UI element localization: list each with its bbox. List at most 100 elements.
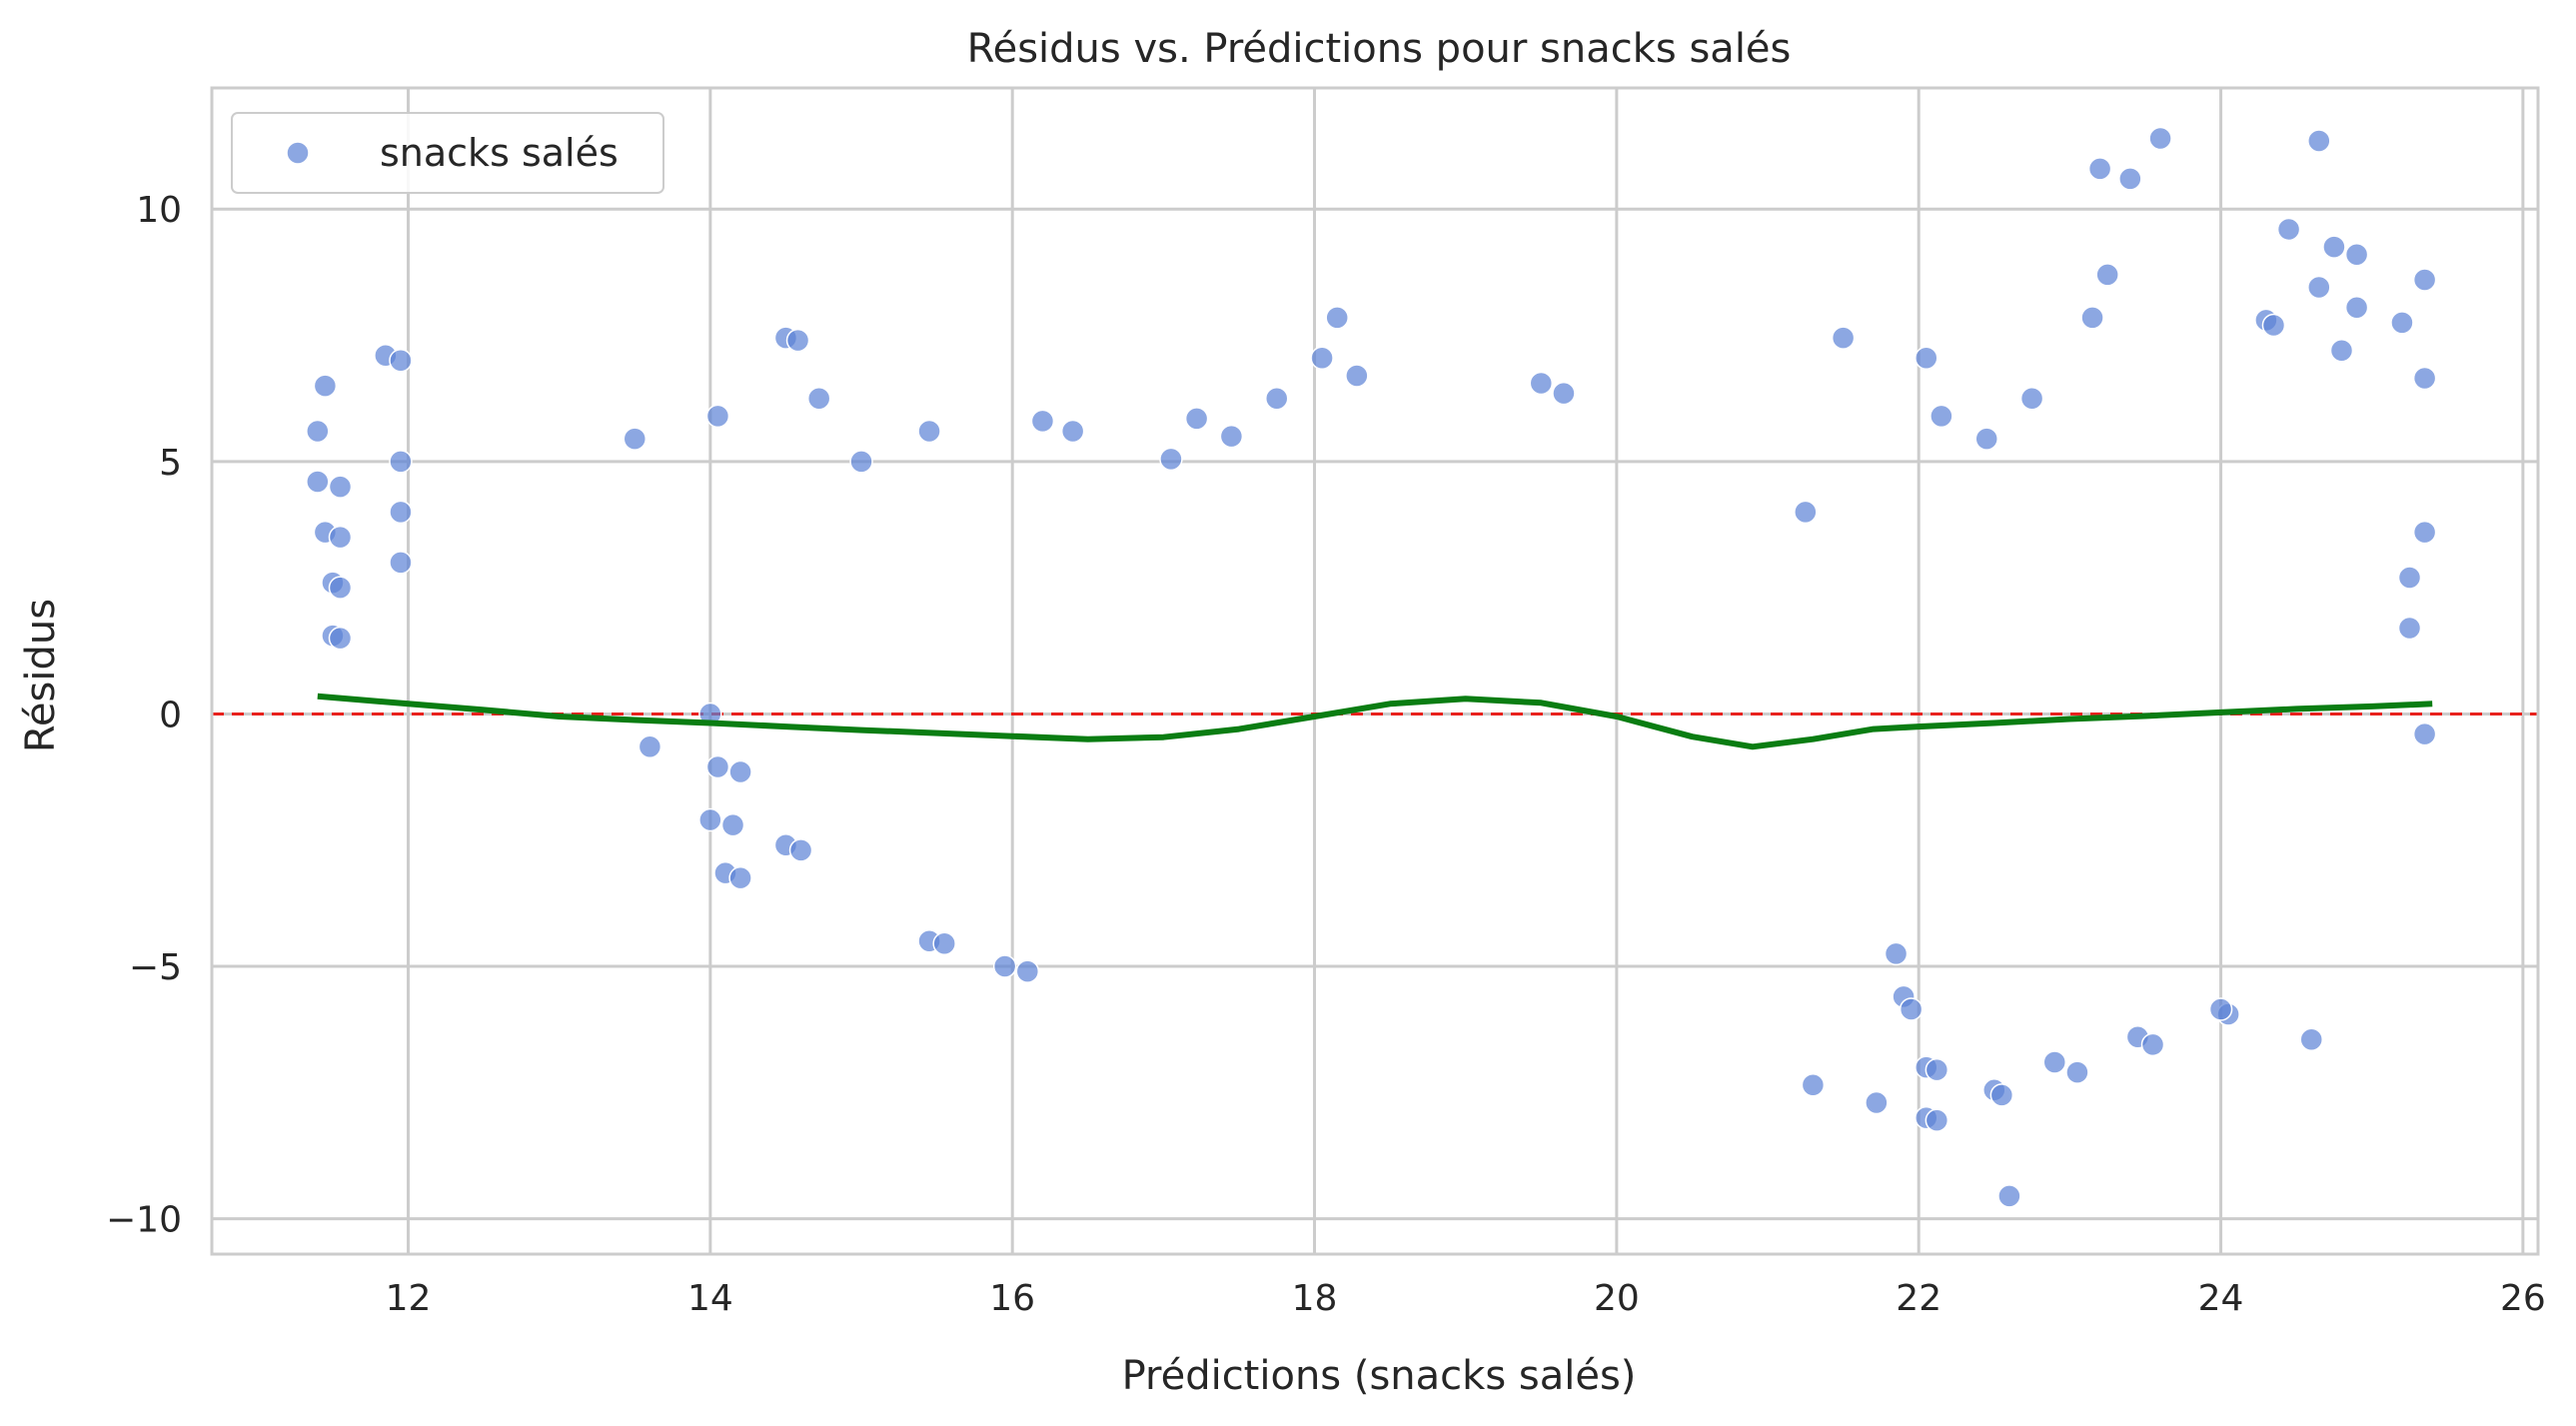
scatter-point: [389, 500, 413, 525]
scatter-point: [2140, 1032, 2165, 1057]
scatter-points: [306, 126, 2437, 1208]
scatter-point: [306, 470, 330, 494]
scatter-point: [1831, 326, 1856, 350]
x-tick-label: 22: [1896, 1278, 1941, 1319]
scatter-point: [2412, 366, 2437, 391]
scatter-point: [306, 419, 330, 444]
x-tick-label: 14: [687, 1278, 733, 1319]
scatter-point: [1989, 1083, 2014, 1107]
scatter-point: [2390, 311, 2414, 335]
scatter-point: [2344, 242, 2369, 267]
legend-label: snacks salés: [380, 131, 619, 175]
scatter-point: [2344, 296, 2369, 320]
scatter-point: [2307, 275, 2331, 300]
scatter-point: [2118, 167, 2142, 191]
scatter-point: [2397, 566, 2422, 590]
legend: snacks salés: [231, 112, 664, 194]
scatter-point: [1930, 404, 1953, 429]
scatter-point: [1899, 997, 1924, 1021]
scatter-point: [2042, 1050, 2067, 1074]
scatter-point: [788, 838, 813, 862]
y-tick-label: 10: [136, 190, 182, 231]
legend-marker: [286, 141, 310, 165]
scatter-point: [932, 931, 956, 956]
scatter-point: [2261, 313, 2286, 338]
scatter-point: [2019, 386, 2044, 411]
scatter-point: [1925, 1108, 1949, 1132]
scatter-point: [1915, 346, 1938, 371]
scatter-point: [2322, 235, 2346, 259]
scatter-point: [638, 734, 662, 759]
scatter-point: [389, 450, 413, 474]
scatter-point: [1325, 306, 1349, 330]
scatter-point: [2087, 157, 2112, 181]
scatter-point: [2208, 997, 2233, 1021]
scatter-point: [328, 475, 353, 499]
trend-line: [317, 693, 2433, 750]
scatter-point: [849, 450, 873, 474]
x-tick-label: 12: [386, 1278, 432, 1319]
scatter-point: [1310, 346, 1334, 371]
scatter-point: [389, 551, 413, 575]
scatter-point: [917, 419, 941, 444]
scatter-point: [1184, 407, 1209, 431]
scatter-point: [2095, 263, 2119, 287]
scatter-point: [1345, 364, 1369, 388]
trend-line-layer: [317, 693, 2433, 750]
scatter-point: [806, 386, 831, 411]
y-tick-label: 5: [159, 443, 182, 484]
scatter-point: [2080, 306, 2104, 330]
scatter-point: [1925, 1057, 1949, 1082]
scatter-point: [1801, 1073, 1826, 1097]
scatter-point: [1884, 941, 1909, 966]
scatter-point: [2148, 126, 2172, 151]
scatter-point: [1529, 371, 1554, 396]
scatter-point: [1015, 959, 1040, 983]
scatter-point: [2065, 1060, 2089, 1084]
scatter-point: [623, 427, 647, 451]
scatter-point: [1865, 1090, 1889, 1115]
legend-box: [231, 112, 664, 194]
scatter-point: [2412, 520, 2437, 545]
scatter-point: [2329, 338, 2354, 363]
scatter-point: [2412, 268, 2437, 292]
y-tick-label: 0: [159, 695, 182, 735]
scatter-point: [992, 954, 1017, 978]
scatter-point: [313, 374, 338, 398]
x-tick-label: 16: [989, 1278, 1035, 1319]
scatter-point: [705, 404, 730, 429]
scatter-point: [1794, 500, 1818, 525]
y-tick-label: −5: [129, 947, 182, 988]
scatter-point: [785, 328, 810, 353]
scatter-point: [2307, 129, 2331, 153]
scatter-point: [389, 349, 413, 373]
scatter-point: [2412, 721, 2437, 746]
tick-labels: 12 14 16 18 20 22 24 26 −10 −5 0 5 10: [106, 190, 2546, 1319]
scatter-point: [2397, 616, 2422, 641]
scatter-point: [1552, 381, 1576, 406]
scatter-point: [1060, 419, 1085, 444]
x-tick-label: 26: [2500, 1278, 2546, 1319]
plot-frame: [210, 86, 2540, 1256]
scatter-point: [1219, 424, 1244, 449]
scatter-point: [728, 759, 752, 784]
y-tick-label: −10: [106, 1200, 182, 1241]
scatter-point: [728, 865, 752, 890]
y-axis-label: Résidus: [18, 599, 64, 752]
scatter-point: [328, 626, 353, 651]
scatter-point: [1264, 386, 1289, 411]
scatter-point: [2299, 1027, 2323, 1052]
x-axis-label: Prédictions (snacks salés): [1122, 1353, 1637, 1399]
scatter-point: [705, 754, 730, 779]
chart-title: Résidus vs. Prédictions pour snacks salé…: [967, 26, 1792, 72]
scatter-point: [328, 525, 353, 550]
scatter-point: [1997, 1184, 2021, 1208]
scatter-point: [1159, 447, 1183, 472]
scatter-point: [2276, 217, 2301, 242]
scatter-point: [720, 812, 745, 837]
x-tick-label: 24: [2198, 1278, 2244, 1319]
scatter-point: [1030, 409, 1055, 434]
